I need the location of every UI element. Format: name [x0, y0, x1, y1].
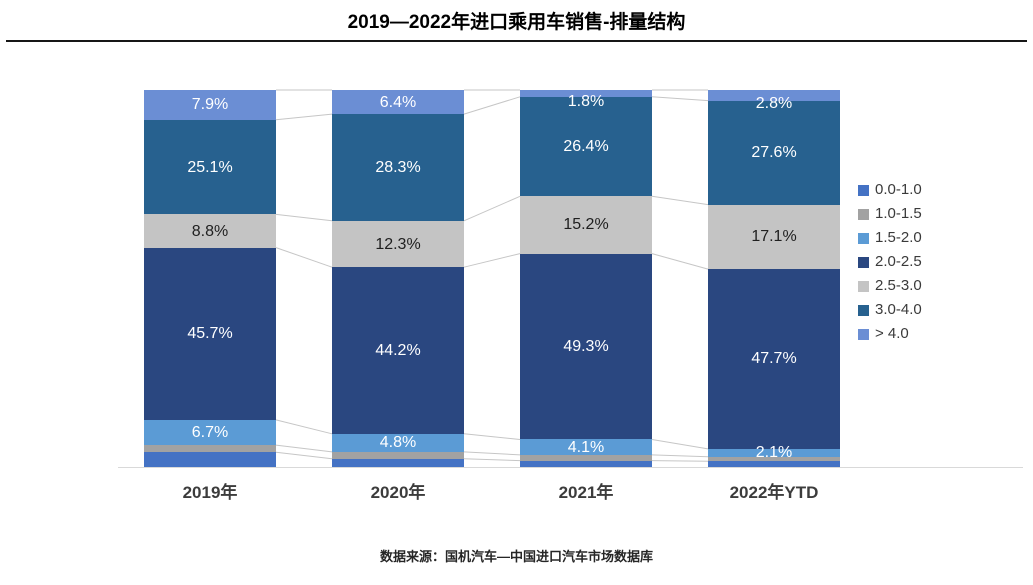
legend-label: 0.0-1.0: [875, 181, 922, 198]
segment-value-label: 4.1%: [567, 438, 605, 456]
bar-segment: [332, 458, 464, 467]
segment-value-label: 28.3%: [375, 158, 421, 176]
legend-swatch-icon: [858, 256, 869, 268]
bar-segment: 7.9%: [144, 90, 276, 120]
bar-segment: 49.3%: [520, 253, 652, 440]
segment-value-label: 45.7%: [187, 325, 233, 343]
bar-segment: [520, 454, 652, 461]
bar-segment: 25.1%: [144, 119, 276, 215]
bar-segment: 1.8%: [520, 90, 652, 110]
bar-segment: 6.7%: [144, 419, 276, 446]
legend-item: 1.5-2.0: [858, 229, 922, 247]
segment-value-label: 1.8%: [567, 92, 605, 110]
legend-swatch-icon: [858, 232, 869, 244]
legend-item: 1.0-1.5: [858, 205, 922, 223]
legend-item: 0.0-1.0: [858, 181, 922, 199]
bar-segment: [144, 445, 276, 453]
segment-value-label: 49.3%: [563, 338, 609, 356]
x-axis-label: 2022年YTD: [729, 483, 819, 502]
legend: 0.0-1.0 1.0-1.5 1.5-2.0 2.0-2.5 2.5-3.0 3.0-4…: [858, 181, 922, 349]
segment-value-label: 44.2%: [375, 342, 421, 360]
segment-value-label: 8.8%: [191, 222, 229, 240]
legend-label: 3.0-4.0: [875, 301, 922, 318]
legend-label: > 4.0: [875, 325, 909, 342]
bar-segment: 45.7%: [144, 247, 276, 420]
segment-value-label: 12.3%: [375, 235, 421, 253]
stacked-bar: 4.8% 44.2% 12.3% 28.3% 6.4%: [332, 90, 464, 467]
legend-label: 2.0-2.5: [875, 253, 922, 270]
bar-segment: [520, 460, 652, 467]
bar-segment: 27.6%: [708, 100, 840, 205]
bar-segment: 8.8%: [144, 214, 276, 248]
legend-label: 1.0-1.5: [875, 205, 922, 222]
x-axis-line: [118, 467, 1023, 468]
legend-swatch-icon: [858, 280, 869, 292]
legend-item: 3.0-4.0: [858, 301, 922, 319]
data-source-note: 数据来源：国机汽车—中国进口汽车市场数据库: [379, 549, 653, 564]
legend-item: > 4.0: [858, 325, 922, 343]
segment-value-label: 17.1%: [751, 228, 797, 246]
x-axis-label: 2020年: [370, 483, 426, 502]
bar-segment: 12.3%: [332, 220, 464, 268]
legend-label: 2.5-3.0: [875, 277, 922, 294]
bar-segment: 6.4%: [332, 90, 464, 115]
x-axis-label: 2019年: [182, 483, 238, 502]
legend-item: 2.5-3.0: [858, 277, 922, 295]
legend-swatch-icon: [858, 328, 869, 340]
legend-label: 1.5-2.0: [875, 229, 922, 246]
segment-value-label: 25.1%: [187, 158, 233, 176]
segment-value-label: 4.8%: [379, 434, 417, 452]
segment-value-label: 2.8%: [755, 94, 793, 112]
bar-segment: [708, 456, 840, 462]
bar-segment: 47.7%: [708, 269, 840, 449]
bar-segment: 4.8%: [332, 433, 464, 452]
chart-title: 2019—2022年进口乘用车销售-排量结构: [347, 12, 686, 33]
bar-segment: 44.2%: [332, 267, 464, 434]
bar-segment: [708, 461, 840, 467]
segment-value-label: 6.4%: [379, 93, 417, 111]
segment-value-label: 7.9%: [191, 96, 229, 114]
bar-segment: 15.2%: [520, 196, 652, 254]
segment-value-label: 47.7%: [751, 350, 797, 368]
title-divider: [6, 40, 1027, 42]
bar-segment: [144, 452, 276, 467]
segment-value-label: 6.7%: [191, 424, 229, 442]
bar-segment: 28.3%: [332, 114, 464, 221]
segment-value-label: 2.1%: [755, 444, 793, 462]
legend-swatch-icon: [858, 208, 869, 220]
bar-segment: 26.4%: [520, 96, 652, 197]
bar-segment: 2.1%: [708, 444, 840, 461]
segment-value-label: 15.2%: [563, 216, 609, 234]
bar-segment: 4.1%: [520, 438, 652, 456]
x-axis-label: 2021年: [558, 483, 614, 502]
stacked-bar: 6.7% 45.7% 8.8% 25.1% 7.9%: [144, 90, 276, 467]
stacked-bar: 2.1% 47.7% 17.1% 27.6% 2.8%: [708, 90, 840, 467]
bar-segment: 17.1%: [708, 204, 840, 270]
segment-value-label: 27.6%: [751, 144, 797, 162]
legend-swatch-icon: [858, 304, 869, 316]
legend-item: 2.0-2.5: [858, 253, 922, 271]
legend-swatch-icon: [858, 184, 869, 196]
bar-segment: 2.8%: [708, 90, 840, 112]
segment-value-label: 26.4%: [563, 138, 609, 156]
stacked-bar: 4.1% 49.3% 15.2% 26.4% 1.8%: [520, 90, 652, 467]
bar-segment: [332, 451, 464, 459]
